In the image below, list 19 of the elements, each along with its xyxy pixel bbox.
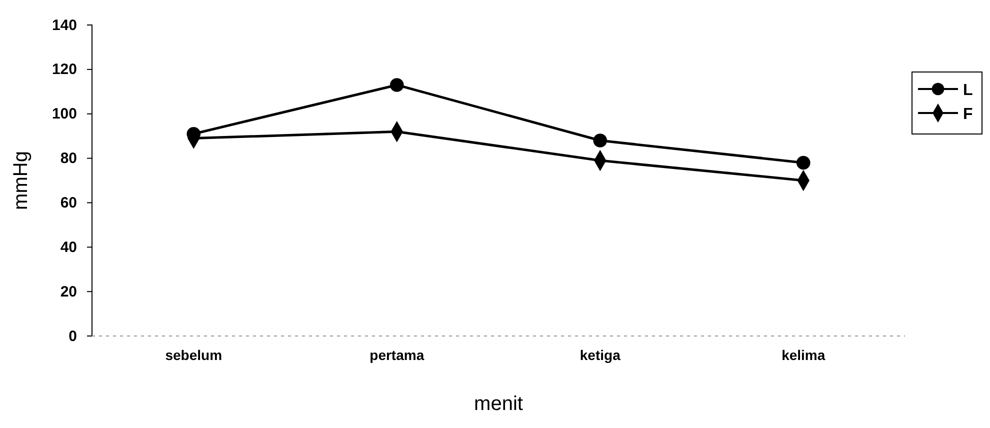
x-tick-label: sebelum [165,346,222,363]
x-tick-label: kelima [782,346,826,363]
x-tick-label: pertama [370,346,424,363]
legend-label: F [963,106,973,123]
y-tick-label: 40 [60,238,77,256]
y-tick-label: 140 [52,16,77,34]
y-tick-label: 100 [52,106,77,123]
point [796,156,810,170]
y-tick-label: 0 [68,328,77,345]
point [593,134,608,148]
y-tick-label: 60 [60,194,77,212]
y-tick-label: 20 [60,283,77,300]
legend-label: L [963,82,973,99]
y-axis-title: mmHg [10,151,32,210]
point [390,78,404,92]
x-tick-label: ketiga [580,346,621,363]
y-tick-label: 120 [52,61,77,78]
y-tick-label: 80 [60,150,77,168]
x-axis-title: menit [474,393,524,415]
